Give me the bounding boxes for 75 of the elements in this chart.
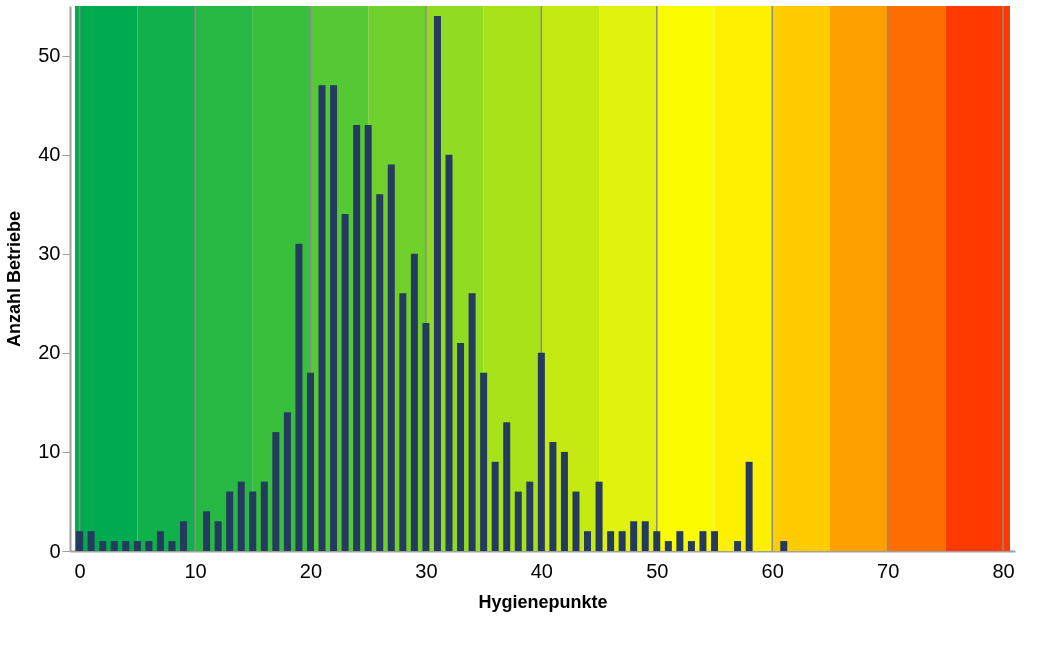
bar	[133, 541, 141, 551]
x-tick-label: 40	[530, 559, 553, 582]
bar	[180, 521, 188, 551]
y-tick-label: 30	[38, 242, 61, 265]
bar	[156, 531, 164, 551]
bar	[745, 461, 753, 551]
x-tick-label: 50	[646, 559, 669, 582]
bar	[560, 451, 568, 551]
bar	[226, 491, 234, 551]
bar	[122, 541, 130, 551]
bar	[376, 194, 384, 551]
bar	[687, 541, 695, 551]
bar	[641, 521, 649, 551]
bar	[445, 154, 453, 551]
bar	[433, 15, 441, 551]
bar	[330, 85, 338, 551]
bar	[410, 253, 418, 551]
bar	[387, 164, 395, 551]
bar	[214, 521, 222, 551]
bar	[145, 541, 153, 551]
bar	[468, 293, 476, 551]
bar	[249, 491, 257, 551]
y-axis-title: Anzahl Betriebe	[4, 210, 25, 348]
bar	[99, 541, 107, 551]
bar	[595, 481, 603, 551]
bar	[664, 541, 672, 551]
bar	[295, 243, 303, 551]
x-tick-label: 0	[74, 559, 86, 582]
bar	[318, 85, 326, 551]
bar	[341, 214, 349, 551]
bar	[237, 481, 245, 551]
bar	[353, 124, 361, 551]
bar	[780, 541, 788, 551]
bar	[422, 323, 430, 551]
bar	[676, 531, 684, 551]
bar	[87, 531, 95, 551]
bar	[480, 372, 488, 551]
bar	[710, 531, 718, 551]
bar	[503, 422, 511, 551]
y-tick-label: 50	[38, 44, 61, 67]
bar	[283, 412, 291, 551]
bar	[306, 372, 314, 551]
x-tick-label: 70	[877, 559, 900, 582]
y-tick-label: 40	[38, 143, 61, 166]
bar	[526, 481, 534, 551]
x-tick-label: 60	[761, 559, 784, 582]
bar	[734, 541, 742, 551]
bar	[572, 491, 580, 551]
y-tick-label: 20	[38, 341, 61, 364]
x-tick-label: 80	[992, 559, 1015, 582]
x-tick-label: 30	[415, 559, 438, 582]
bar	[607, 531, 615, 551]
bar	[549, 442, 557, 551]
bar	[491, 461, 499, 551]
bar	[399, 293, 407, 551]
bar	[584, 531, 592, 551]
bar	[168, 541, 176, 551]
bar	[653, 531, 661, 551]
x-tick-label: 10	[184, 559, 207, 582]
bar	[364, 124, 372, 551]
bar	[699, 531, 707, 551]
y-tick-label: 0	[49, 539, 61, 562]
bar	[618, 531, 626, 551]
y-tick-label: 10	[38, 440, 61, 463]
bar	[457, 342, 465, 551]
x-tick-label: 20	[299, 559, 323, 582]
bar	[537, 352, 545, 551]
x-axis-title: Hygienepunkte	[478, 591, 608, 612]
bar	[630, 521, 638, 551]
bar	[76, 531, 84, 551]
bar	[272, 432, 280, 551]
bar	[203, 511, 211, 551]
bar	[260, 481, 268, 551]
bar	[110, 541, 118, 551]
bar	[514, 491, 522, 551]
